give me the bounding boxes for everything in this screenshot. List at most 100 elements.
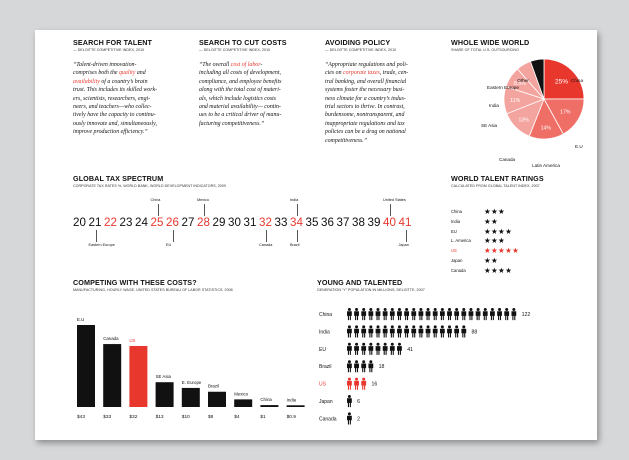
quote-text: compliance, and employee benefits bbox=[199, 78, 282, 85]
pie-category-label: Canada bbox=[499, 157, 516, 162]
tax-rate-20: 20 bbox=[73, 216, 86, 229]
rating-country: India bbox=[451, 218, 461, 224]
tax-rate-38: 38 bbox=[352, 216, 365, 229]
tax-leader-line bbox=[297, 230, 298, 242]
young-value-label: 18 bbox=[379, 364, 385, 370]
person-icon bbox=[432, 325, 438, 338]
quote-text: , trade, cen- bbox=[379, 70, 409, 77]
quote-text: comprises both the bbox=[73, 70, 119, 77]
quote-highlight: quality bbox=[118, 70, 136, 77]
ratings-title: WORLD TALENT RATINGS bbox=[451, 174, 544, 183]
person-icon bbox=[368, 360, 374, 373]
costs-source: — DELOITTE COMPETITIVE INDEX, 2010 bbox=[199, 48, 271, 52]
person-icon bbox=[382, 308, 388, 321]
quote-line: policies can be a drag on national bbox=[325, 128, 447, 136]
quote-text: improve production efficiency.” bbox=[73, 129, 148, 136]
person-icon bbox=[404, 308, 409, 321]
quote-text: facturing competitiveness.” bbox=[199, 120, 265, 127]
pie-value-label: 25% bbox=[555, 78, 568, 85]
quote-line: cies on corporate taxes, trade, cen- bbox=[325, 69, 447, 77]
quote-line: burdensome, nontransparent, and bbox=[325, 111, 447, 119]
person-icon bbox=[411, 325, 417, 338]
quote-line: comprises both the quality and bbox=[73, 69, 193, 77]
quote-text: ously innovate and, simultaneously, bbox=[73, 120, 157, 127]
tax-country-label: Japan bbox=[398, 243, 409, 247]
person-icon bbox=[425, 308, 431, 321]
policy-panel: AVOIDING POLICY — DELOITTE COMPETITIVE I… bbox=[325, 38, 447, 145]
rating-stars: ★★★ bbox=[484, 207, 506, 216]
costs-quote: “The overall cost of labor-including all… bbox=[199, 61, 321, 128]
person-icon bbox=[432, 308, 438, 321]
tax-leader-line bbox=[405, 230, 406, 242]
person-icon bbox=[354, 342, 359, 355]
person-icon bbox=[397, 325, 402, 338]
ratings-list: China ★★★ India ★★ EU ★★★★ L. America ★★★ US ★★★★… bbox=[451, 208, 591, 277]
wages-title: COMPETING WITH THESE COSTS? bbox=[73, 278, 197, 287]
tax-rate-23: 23 bbox=[119, 216, 133, 229]
pie-category-label: China bbox=[571, 78, 583, 83]
tax-country-label: Canada bbox=[259, 243, 273, 247]
quote-text: including all costs of development, bbox=[199, 70, 281, 77]
person-icon bbox=[461, 308, 467, 321]
rating-stars: ★★★★ bbox=[484, 226, 513, 236]
wage-category-label: India bbox=[287, 397, 297, 402]
person-icon bbox=[361, 325, 367, 338]
person-icon bbox=[504, 308, 510, 321]
person-icon bbox=[354, 377, 359, 390]
person-icon bbox=[447, 308, 452, 321]
world-subtitle: SHARE OF TOTAL U.S. OUTSOURCING bbox=[451, 48, 519, 52]
talent-quote: “Talent-driven innovation-comprises both… bbox=[73, 61, 193, 137]
young-panel: YOUNG AND TALENTED GENERATION “Y” POPULA… bbox=[317, 278, 587, 433]
wage-bar-canada bbox=[103, 344, 122, 407]
tax-rate-25: 25 bbox=[150, 216, 164, 229]
quote-line: and material availability— contin- bbox=[199, 103, 321, 111]
tax-rate-24: 24 bbox=[135, 216, 148, 229]
person-icon bbox=[389, 308, 395, 321]
infographic-sheet: SEARCH FOR TALENT — DELOITTE COMPETITIVE… bbox=[35, 30, 597, 440]
quote-text: “Appropriate regulations and poli- bbox=[325, 62, 408, 68]
quote-text: tral banking, and overall financial bbox=[325, 78, 407, 85]
talent-panel: SEARCH FOR TALENT — DELOITTE COMPETITIVE… bbox=[73, 38, 193, 137]
person-icon bbox=[404, 325, 409, 338]
wage-category-label: Mexico bbox=[234, 391, 248, 396]
wage-category-label: Brazil bbox=[208, 384, 219, 389]
wages-bar-chart: E.U $43 Canada $33 US $32 SE Asia $13 E. Europe $… bbox=[77, 317, 305, 420]
rating-row: US ★★★★★ bbox=[451, 247, 591, 257]
rating-stars: ★★ bbox=[484, 255, 499, 265]
quote-text: neers, and teachers—who collec- bbox=[73, 104, 152, 111]
young-country-label: China bbox=[319, 312, 332, 318]
quote-text: along with the total cost of materi- bbox=[199, 87, 281, 94]
person-icon bbox=[375, 308, 381, 321]
quote-line: ues to be a critical driver of manu- bbox=[199, 111, 321, 119]
person-icon bbox=[482, 308, 488, 321]
pie-category-label: India bbox=[489, 103, 499, 108]
tax-spectrum: 20 21 22 23 24 25 26 27 28 29 30 31 32 33 34 35 36 37 38 39… bbox=[73, 192, 413, 262]
quote-line: improve production efficiency.” bbox=[73, 128, 193, 136]
ratings-panel: WORLD TALENT RATINGS CALCULATED FROM GLO… bbox=[451, 174, 591, 274]
rating-row: Japan ★★ bbox=[451, 257, 591, 267]
wage-value-label: $33 bbox=[103, 414, 111, 420]
tax-rate-29: 29 bbox=[212, 216, 226, 229]
tax-leader-line bbox=[390, 204, 391, 216]
tax-rate-35: 35 bbox=[305, 216, 319, 229]
wage-bar-se-asia bbox=[155, 382, 174, 407]
person-icon bbox=[411, 308, 417, 321]
quote-text: and bbox=[135, 70, 146, 77]
quote-text: “Talent-driven innovation- bbox=[73, 62, 137, 68]
quote-line: ers, scientists, researchers, engi- bbox=[73, 95, 193, 103]
quote-text: inappropriate regulations and tax bbox=[325, 120, 405, 127]
person-icon bbox=[490, 308, 495, 321]
wage-value-label: $0.9 bbox=[287, 414, 297, 420]
wage-bar-brazil bbox=[208, 391, 226, 407]
wages-subtitle: MANUFACTURING, HOURLY WAGE, UNITED STATE… bbox=[73, 288, 233, 292]
young-value-label: 6 bbox=[357, 399, 360, 405]
tax-rate-32: 32 bbox=[259, 216, 272, 229]
tax-country-label: Brazil bbox=[290, 243, 300, 247]
person-icon bbox=[361, 377, 367, 390]
tax-country-label: United States bbox=[383, 198, 406, 202]
person-icon bbox=[354, 325, 359, 338]
talent-title: SEARCH FOR TALENT bbox=[73, 38, 153, 47]
person-icon bbox=[368, 325, 374, 338]
pie-slice-china bbox=[543, 58, 585, 100]
person-icon bbox=[347, 308, 352, 321]
